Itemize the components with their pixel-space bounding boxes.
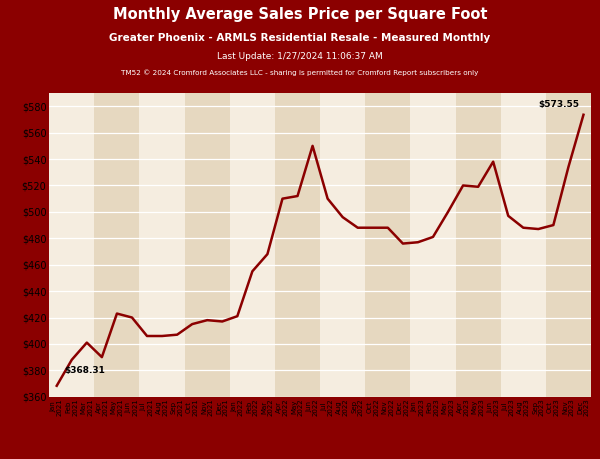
- Bar: [49, 93, 94, 397]
- Text: $368.31: $368.31: [64, 365, 105, 375]
- Bar: [365, 93, 410, 397]
- Bar: [94, 93, 139, 397]
- Bar: [275, 93, 320, 397]
- Bar: [500, 93, 546, 397]
- Text: Last Update: 1/27/2024 11:06:37 AM: Last Update: 1/27/2024 11:06:37 AM: [217, 52, 383, 62]
- Bar: [139, 93, 185, 397]
- Text: TM52 © 2024 Cromford Associates LLC - sharing is permitted for Cromford Report s: TM52 © 2024 Cromford Associates LLC - sh…: [121, 69, 479, 76]
- Text: $573.55: $573.55: [538, 100, 579, 109]
- Bar: [546, 93, 591, 397]
- Bar: [185, 93, 230, 397]
- Bar: [410, 93, 455, 397]
- Text: Monthly Average Sales Price per Square Foot: Monthly Average Sales Price per Square F…: [113, 6, 487, 22]
- Bar: [455, 93, 500, 397]
- Text: Greater Phoenix - ARMLS Residential Resale - Measured Monthly: Greater Phoenix - ARMLS Residential Resa…: [109, 33, 491, 43]
- Bar: [230, 93, 275, 397]
- Bar: [320, 93, 365, 397]
